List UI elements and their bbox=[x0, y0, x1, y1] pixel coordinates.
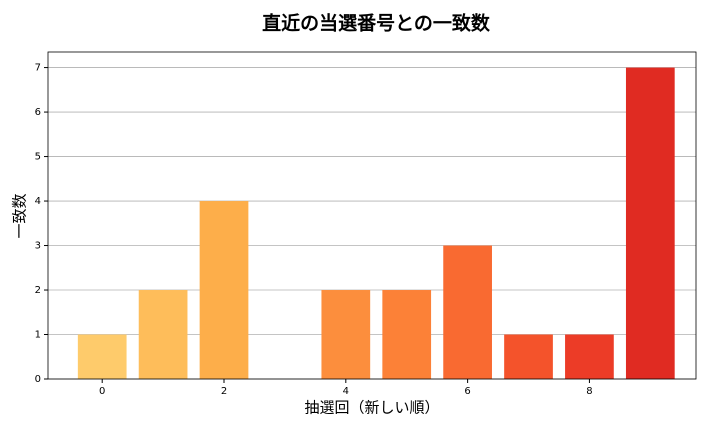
bar bbox=[199, 201, 249, 379]
plot-frame bbox=[47, 51, 697, 380]
bar bbox=[504, 334, 553, 379]
y-tick-label: 3 bbox=[35, 241, 41, 252]
x-tick-label: 4 bbox=[343, 386, 349, 397]
bar bbox=[321, 290, 371, 379]
y-tick-label: 7 bbox=[35, 63, 41, 74]
bar bbox=[77, 334, 127, 379]
x-tick-label: 8 bbox=[586, 386, 592, 397]
y-axis-label: 一致数 bbox=[11, 193, 29, 238]
y-tick-label: 5 bbox=[35, 152, 41, 163]
y-tick-label: 2 bbox=[35, 285, 41, 296]
y-tick-label: 6 bbox=[35, 107, 41, 118]
x-tick-label: 0 bbox=[99, 386, 105, 397]
y-tick-label: 1 bbox=[35, 330, 41, 341]
bar bbox=[382, 290, 432, 379]
chart-title: 直近の当選番号との一致数 bbox=[262, 12, 491, 35]
bar bbox=[565, 334, 614, 379]
y-tick-label: 4 bbox=[35, 196, 41, 207]
y-tick-label: 0 bbox=[35, 374, 41, 385]
bar bbox=[625, 67, 675, 380]
x-axis-label: 抽選回（新しい順） bbox=[304, 399, 439, 417]
x-tick-label: 2 bbox=[221, 386, 227, 397]
x-tick-label: 6 bbox=[464, 386, 470, 397]
bar bbox=[443, 245, 492, 379]
bar bbox=[138, 290, 188, 379]
